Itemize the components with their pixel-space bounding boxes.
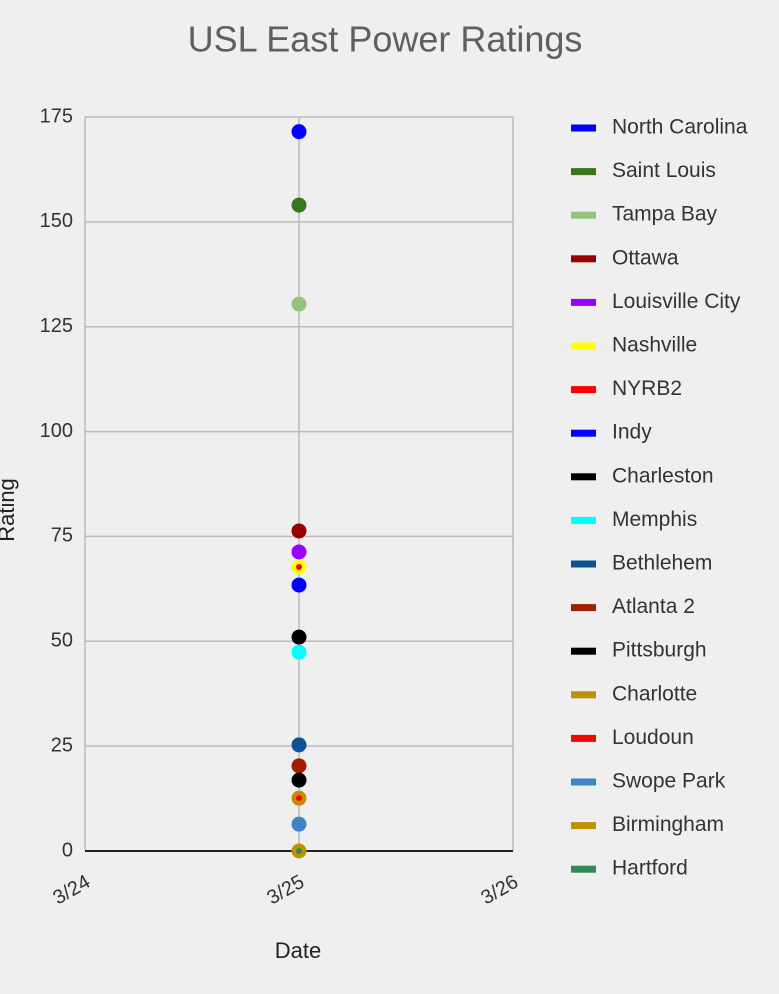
data-point — [296, 564, 302, 571]
legend-swatch — [571, 778, 596, 786]
legend-label: Swope Park — [612, 770, 726, 793]
y-tick-label: 150 — [40, 210, 73, 232]
legend-swatch — [571, 604, 596, 612]
legend-label: Birmingham — [612, 813, 724, 836]
legend-label: Indy — [612, 421, 652, 444]
legend-label: North Carolina — [612, 116, 748, 139]
data-point — [291, 816, 307, 832]
legend-label: Louisville City — [612, 290, 741, 313]
data-point — [291, 577, 307, 593]
x-axis-title: Date — [275, 938, 321, 963]
legend-label: Loudoun — [612, 726, 694, 749]
data-point — [291, 772, 307, 788]
x-tick-label: 3/24 — [49, 871, 94, 910]
data-point — [291, 644, 307, 660]
legend-swatch — [571, 124, 596, 132]
legend-label: Atlanta 2 — [612, 595, 695, 618]
data-point — [296, 795, 302, 802]
data-point — [291, 544, 307, 560]
x-tick-label: 3/26 — [477, 871, 522, 910]
legend-label: Bethlehem — [612, 552, 712, 575]
chart-title: USL East Power Ratings — [188, 19, 583, 60]
legend-swatch — [571, 516, 596, 524]
legend-swatch — [571, 255, 596, 263]
y-tick-label: 25 — [51, 734, 73, 756]
legend-swatch — [571, 734, 596, 742]
legend-swatch — [571, 691, 596, 699]
x-tick-label: 3/25 — [263, 871, 308, 910]
legend-label: NYRB2 — [612, 377, 682, 400]
legend-swatch — [571, 429, 596, 437]
legend-swatch — [571, 473, 596, 481]
legend-swatch — [571, 342, 596, 350]
y-tick-label: 75 — [51, 525, 73, 547]
legend-swatch — [571, 298, 596, 306]
y-tick-label: 175 — [40, 105, 73, 127]
y-tick-label: 125 — [40, 315, 73, 337]
legend-label: Ottawa — [612, 246, 679, 269]
legend-swatch — [571, 168, 596, 176]
legend-label: Hartford — [612, 857, 688, 880]
data-point — [296, 848, 302, 854]
legend-label: Pittsburgh — [612, 639, 707, 662]
legend-label: Nashville — [612, 334, 697, 357]
data-point — [291, 296, 307, 312]
y-tick-label: 50 — [51, 630, 73, 652]
data-point — [291, 124, 307, 140]
data-point — [291, 758, 307, 774]
legend-swatch — [571, 822, 596, 830]
y-tick-label: 0 — [62, 839, 73, 861]
legend-label: Tampa Bay — [612, 203, 718, 226]
legend-label: Charleston — [612, 464, 714, 487]
legend-swatch — [571, 560, 596, 568]
y-tick-label: 100 — [40, 420, 73, 442]
legend-swatch — [571, 647, 596, 655]
legend-label: Charlotte — [612, 682, 697, 705]
data-point — [291, 737, 307, 753]
legend-label: Saint Louis — [612, 159, 716, 182]
data-point — [291, 197, 307, 213]
legend-swatch — [571, 211, 596, 219]
legend-label: Memphis — [612, 508, 697, 531]
legend-swatch — [571, 865, 596, 873]
y-axis-title: Rating — [0, 478, 19, 542]
data-point — [291, 523, 307, 539]
data-point — [291, 629, 307, 645]
legend-swatch — [571, 386, 596, 394]
